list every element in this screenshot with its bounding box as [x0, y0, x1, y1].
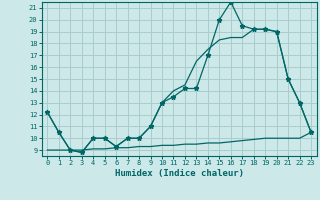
X-axis label: Humidex (Indice chaleur): Humidex (Indice chaleur)	[115, 169, 244, 178]
